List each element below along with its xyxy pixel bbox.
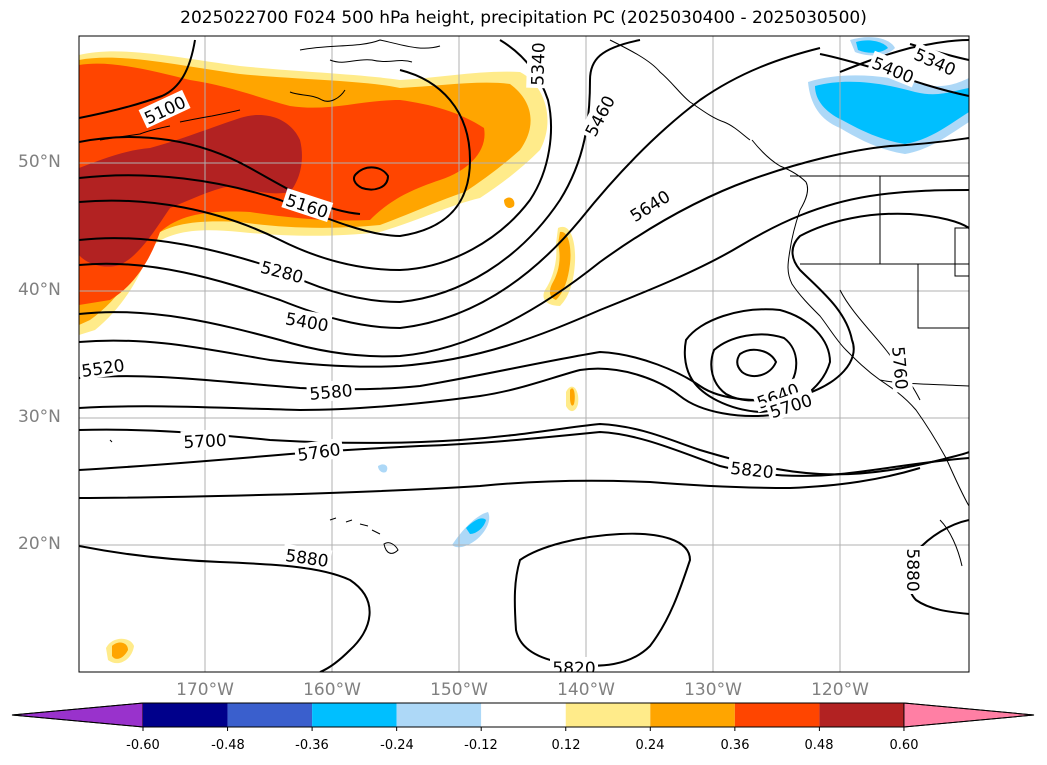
colorbar-segment xyxy=(819,703,904,727)
colorbar-tick-label: -0.48 xyxy=(211,738,245,753)
coastlines xyxy=(99,39,969,567)
colorbar-segment xyxy=(734,703,820,727)
colorbar-tick-label: 0.60 xyxy=(889,738,919,753)
map-area: 5100 5160 5280 5340 5340 5400 5400 5460 … xyxy=(79,36,969,679)
precip-shading xyxy=(79,37,969,664)
colorbar-tick-label: 0.36 xyxy=(720,738,750,753)
graticule xyxy=(79,36,969,672)
colorbar-segment xyxy=(565,703,651,727)
contour-label-5580: 5580 xyxy=(309,381,354,405)
colorbar-tick-label: -0.24 xyxy=(380,738,414,753)
colorbar-tick-label: -0.36 xyxy=(295,738,329,753)
contour-label-5700: 5700 xyxy=(183,431,227,453)
map-title: 2025022700 F024 500 hPa height, precipit… xyxy=(180,8,867,28)
colorbar-tick-label: 0.48 xyxy=(804,738,834,753)
colorbar-tick-label: -0.60 xyxy=(126,738,160,753)
contour-label-5820-south: 5820 xyxy=(552,659,595,679)
contour-label-5340: 5340 xyxy=(528,42,549,86)
lat-label-20n: 20°N xyxy=(18,534,61,554)
colorbar-extend-min xyxy=(11,702,144,728)
colorbar-segment xyxy=(227,703,313,727)
lon-label-150w: 150°W xyxy=(430,680,488,700)
contour-label-5820: 5820 xyxy=(729,459,774,483)
colorbar-segment xyxy=(312,703,397,727)
map-frame xyxy=(78,35,970,673)
colorbar-tick-label: -0.12 xyxy=(464,738,498,753)
contour-label-5400: 5400 xyxy=(284,309,330,336)
lon-label-120w: 120°W xyxy=(811,680,869,700)
lon-label-130w: 130°W xyxy=(684,680,742,700)
contour-label-5880-east: 5880 xyxy=(902,548,922,591)
lat-label-30n: 30°N xyxy=(18,407,61,427)
contour-label-5760-coast: 5760 xyxy=(887,346,911,391)
colorbar-tick-label: 0.12 xyxy=(551,738,581,753)
contour-label-5280: 5280 xyxy=(258,258,305,289)
colorbar-segment xyxy=(143,703,228,727)
colorbar-segment xyxy=(481,703,566,727)
colorbar-segment xyxy=(396,703,482,727)
colorbar xyxy=(11,702,1035,731)
lat-label-40n: 40°N xyxy=(18,280,61,300)
lon-label-160w: 160°W xyxy=(303,680,361,700)
lat-label-50n: 50°N xyxy=(18,152,61,172)
lon-label-140w: 140°W xyxy=(557,680,615,700)
colorbar-tick-label: 0.24 xyxy=(635,738,665,753)
lon-label-170w: 170°W xyxy=(176,680,234,700)
colorbar-extend-max xyxy=(903,702,1035,728)
colorbar-segment xyxy=(650,703,735,727)
